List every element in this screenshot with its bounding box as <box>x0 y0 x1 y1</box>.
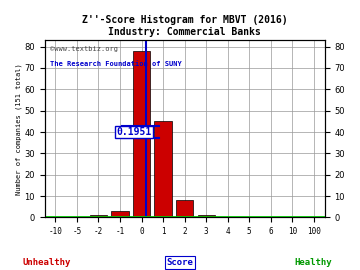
Bar <box>111 211 129 217</box>
Text: ©www.textbiz.org: ©www.textbiz.org <box>50 46 118 52</box>
Text: Score: Score <box>167 258 193 267</box>
Text: Unhealthy: Unhealthy <box>23 258 71 267</box>
Text: Healthy: Healthy <box>294 258 332 267</box>
Bar <box>133 51 150 217</box>
Bar <box>90 215 107 217</box>
Text: 0.1951: 0.1951 <box>116 127 152 137</box>
Bar <box>154 121 172 217</box>
Bar <box>176 200 193 217</box>
Y-axis label: Number of companies (151 total): Number of companies (151 total) <box>15 63 22 195</box>
Bar <box>198 215 215 217</box>
Text: The Research Foundation of SUNY: The Research Foundation of SUNY <box>50 62 182 68</box>
Title: Z''-Score Histogram for MBVT (2016)
Industry: Commercial Banks: Z''-Score Histogram for MBVT (2016) Indu… <box>82 15 287 37</box>
